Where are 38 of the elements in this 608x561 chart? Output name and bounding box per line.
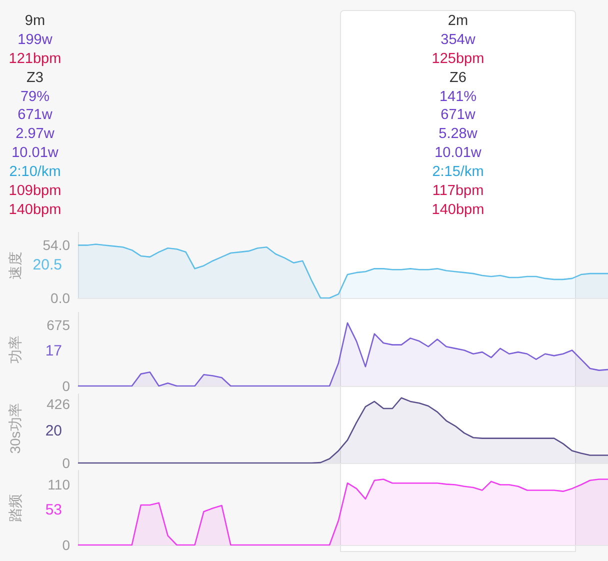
text: Z6 — [448, 68, 468, 88]
text: 109bpm — [8, 182, 62, 201]
text: 9m — [24, 12, 46, 31]
text: 17 — [45, 342, 62, 360]
y-tick-label: 426 — [46, 396, 70, 412]
text: 5.28w — [438, 125, 478, 144]
y-axis-title: 功率 — [7, 335, 23, 364]
text: 2:15/km — [431, 163, 485, 182]
text: 2.97w — [14, 125, 56, 144]
text: 671w — [16, 106, 54, 126]
y-axis-title: 30s功率 — [7, 403, 23, 454]
text: 140bpm — [430, 200, 486, 220]
text: 20.5 — [32, 256, 62, 274]
y-tick-label: 0.0 — [50, 290, 70, 306]
text: 141% — [438, 88, 478, 106]
y-tick-label: 0 — [62, 537, 70, 553]
text: 125bpm — [430, 50, 486, 69]
y-axis-title: 踏频 — [7, 494, 23, 522]
text: 20 — [45, 422, 62, 440]
text: 10.01w — [10, 144, 60, 164]
text: Z3 — [26, 68, 44, 88]
text: 354w — [440, 30, 476, 50]
y-tick-label: 675 — [46, 316, 70, 333]
text: 140bpm — [8, 200, 62, 220]
y-axis-title: 速度 — [7, 251, 23, 280]
text: 53 — [45, 501, 62, 518]
text: 10.01w — [434, 144, 482, 164]
y-tick-label: 54.0 — [42, 237, 70, 254]
text: 117bpm — [431, 182, 485, 201]
y-tick-label: 0 — [62, 378, 70, 394]
text: 79% — [19, 88, 51, 106]
text: 2m — [446, 12, 470, 31]
text: 2:10/km — [8, 163, 62, 182]
text: 671w — [440, 106, 476, 126]
text: 121bpm — [8, 50, 62, 69]
y-tick-label: 110 — [48, 476, 70, 493]
y-tick-label: 0 — [62, 455, 70, 471]
text: 199w — [16, 30, 54, 50]
